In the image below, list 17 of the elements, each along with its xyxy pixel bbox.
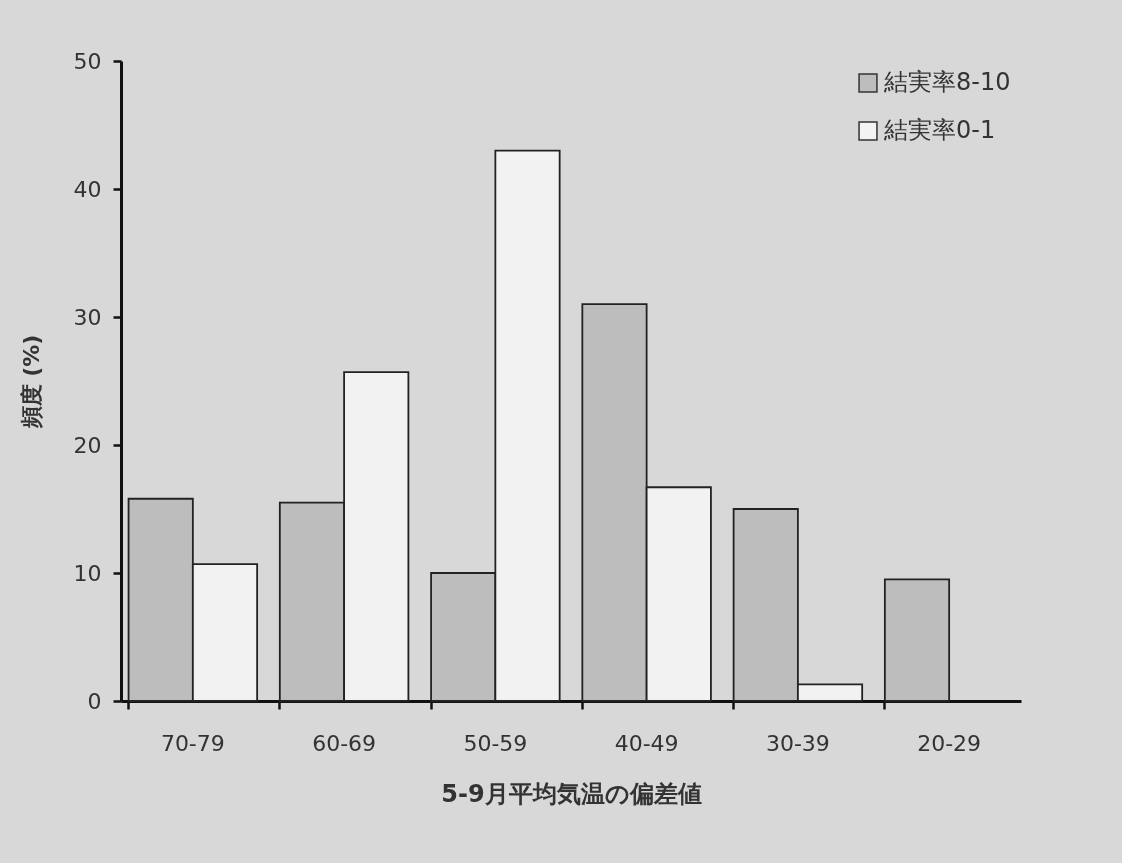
x-tick-label: 60-69	[312, 730, 377, 756]
x-tick-label: 70-79	[160, 730, 225, 756]
y-tick-label: 50	[73, 48, 102, 74]
y-tick-label: 0	[87, 688, 102, 714]
x-tick-label: 40-49	[614, 730, 679, 756]
x-axis-title: 5-9月平均気温の偏差値	[441, 779, 702, 808]
legend-label: 結実率8-10	[883, 68, 1011, 96]
y-axis-title: 頻度 (%)	[18, 334, 44, 430]
y-tick-label: 10	[73, 560, 102, 586]
x-tick-label: 30-39	[765, 730, 830, 756]
y-tick-label: 20	[73, 432, 102, 458]
y-tick-label: 30	[73, 304, 102, 330]
x-tick-label: 20-29	[917, 730, 982, 756]
legend-label: 結実率0-1	[883, 116, 996, 144]
x-tick-label: 50-59	[463, 730, 528, 756]
bar	[883, 578, 951, 702]
y-tick-label: 40	[73, 176, 102, 202]
